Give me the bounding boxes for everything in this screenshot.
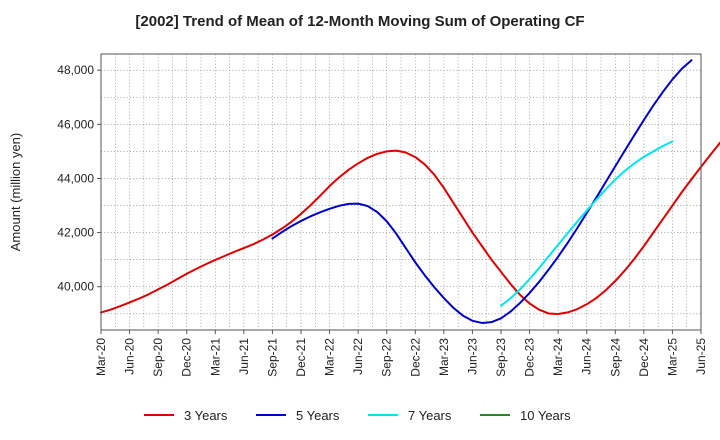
legend: 3 Years 5 Years 7 Years 10 Years bbox=[144, 408, 571, 423]
x-tick-label: Jun-20 bbox=[123, 338, 137, 375]
legend-label: 7 Years bbox=[408, 408, 452, 423]
y-tick-label: 44,000 bbox=[57, 171, 94, 185]
legend-item-10-years: 10 Years bbox=[480, 408, 571, 423]
x-tick-label: Sep-22 bbox=[380, 338, 394, 377]
x-tick-label: Jun-25 bbox=[694, 338, 708, 375]
x-tick-label: Dec-21 bbox=[294, 338, 308, 377]
x-tick-label: Sep-20 bbox=[151, 338, 165, 377]
series-line-5-years bbox=[271, 59, 693, 324]
x-tick-label: Jun-24 bbox=[580, 338, 594, 375]
x-tick-label: Mar-25 bbox=[665, 338, 679, 376]
x-tick-label: Sep-24 bbox=[608, 338, 622, 377]
x-tick-label: Dec-23 bbox=[523, 338, 537, 377]
y-axis-ticks: 40,000 42,000 44,000 46,000 48,000 bbox=[57, 63, 101, 294]
x-tick-label: Mar-23 bbox=[437, 338, 451, 376]
y-tick-label: 46,000 bbox=[57, 117, 94, 131]
series-line-3-years bbox=[100, 141, 720, 316]
legend-label: 5 Years bbox=[296, 408, 340, 423]
x-tick-label: Jun-23 bbox=[465, 338, 479, 375]
legend-item-7-years: 7 Years bbox=[368, 408, 452, 423]
chart-title: [2002] Trend of Mean of 12-Month Moving … bbox=[135, 13, 584, 30]
legend-item-3-years: 3 Years bbox=[144, 408, 228, 423]
x-tick-label: Dec-22 bbox=[408, 338, 422, 377]
y-axis-label: Amount (million yen) bbox=[8, 133, 23, 252]
x-tick-label: Sep-21 bbox=[265, 338, 279, 377]
plot-frame bbox=[100, 53, 702, 331]
y-tick-label: 42,000 bbox=[57, 226, 94, 240]
y-tick-label: 40,000 bbox=[57, 280, 94, 294]
series-line-7-years bbox=[500, 140, 674, 307]
x-tick-label: Jun-22 bbox=[351, 338, 365, 375]
legend-label: 10 Years bbox=[520, 408, 571, 423]
y-tick-label: 48,000 bbox=[57, 63, 94, 77]
grid-lines bbox=[101, 54, 701, 330]
x-tick-label: Mar-22 bbox=[323, 338, 337, 376]
x-tick-label: Mar-24 bbox=[551, 338, 565, 376]
x-tick-label: Sep-23 bbox=[494, 338, 508, 377]
x-axis-ticks: Mar-20 Jun-20 Sep-20 Dec-20 Mar-21 Jun-21 Sep-… bbox=[94, 330, 708, 377]
series-layer bbox=[100, 59, 720, 324]
legend-label: 3 Years bbox=[184, 408, 228, 423]
x-tick-label: Mar-20 bbox=[94, 338, 108, 376]
x-tick-label: Mar-21 bbox=[208, 338, 222, 376]
x-tick-label: Dec-24 bbox=[637, 338, 651, 377]
x-tick-label: Dec-20 bbox=[180, 338, 194, 377]
legend-item-5-years: 5 Years bbox=[256, 408, 340, 423]
x-tick-label: Jun-21 bbox=[237, 338, 251, 375]
